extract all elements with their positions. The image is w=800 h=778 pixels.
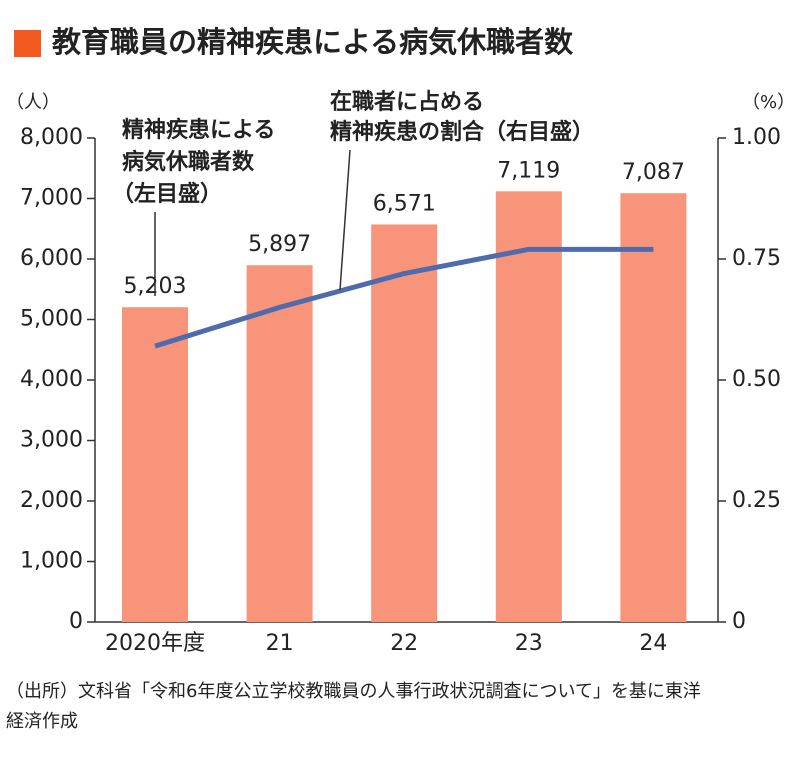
value-label: 7,119 bbox=[497, 158, 560, 183]
y-tick-label: 2,000 bbox=[20, 488, 83, 513]
y-unit: （人） bbox=[6, 92, 60, 113]
source: 経済作成 bbox=[6, 711, 78, 732]
value-label: 6,571 bbox=[373, 191, 436, 216]
line bbox=[154, 246, 654, 349]
bar bbox=[620, 193, 687, 622]
y2-tick-label: 0.25 bbox=[732, 488, 781, 513]
bar bbox=[246, 265, 313, 622]
y-tick-label: 0 bbox=[69, 609, 83, 634]
value-label: 7,087 bbox=[622, 160, 685, 185]
annotation: 精神疾患の割合 bbox=[330, 119, 485, 145]
annotation: （右目盛） bbox=[484, 119, 594, 145]
y-tick-label: 4,000 bbox=[20, 367, 83, 392]
title-marker bbox=[14, 30, 41, 57]
y2-tick-label: 0 bbox=[732, 609, 746, 634]
value-label: 5,897 bbox=[248, 232, 311, 257]
annotation: 在職者に占める bbox=[330, 89, 484, 115]
y2-unit: （%） bbox=[742, 92, 795, 113]
chart-title: 教育職員の精神疾患による病気休職者数 bbox=[52, 25, 574, 59]
x-tick-label: 22 bbox=[390, 631, 418, 656]
bar bbox=[122, 307, 188, 622]
x-tick-label: 23 bbox=[515, 631, 543, 656]
x-tick-label: 2020年度 bbox=[105, 631, 205, 656]
y2-tick-label: 1.00 bbox=[732, 125, 781, 150]
annotation: 精神疾患による bbox=[122, 117, 275, 143]
annotation: 病気休職者数 bbox=[122, 149, 255, 175]
source: （出所）文科省「令和6年度公立学校教職員の人事行政状況調査について」を基に東洋 bbox=[6, 681, 701, 702]
bar bbox=[495, 191, 562, 622]
y-tick-label: 5,000 bbox=[20, 307, 83, 332]
y-tick-label: 3,000 bbox=[20, 428, 83, 453]
bar bbox=[371, 224, 438, 622]
y-tick-label: 1,000 bbox=[20, 549, 83, 574]
y2-tick-label: 0.75 bbox=[732, 246, 781, 271]
leader-line bbox=[339, 149, 351, 291]
x-tick-label: 21 bbox=[266, 631, 294, 656]
annotation: （左目盛） bbox=[112, 181, 222, 207]
y-tick-label: 6,000 bbox=[20, 246, 83, 271]
y-tick-label: 7,000 bbox=[20, 186, 83, 211]
y-tick-label: 8,000 bbox=[20, 125, 83, 150]
x-tick-label: 24 bbox=[639, 631, 667, 656]
y2-tick-label: 0.50 bbox=[732, 367, 781, 392]
